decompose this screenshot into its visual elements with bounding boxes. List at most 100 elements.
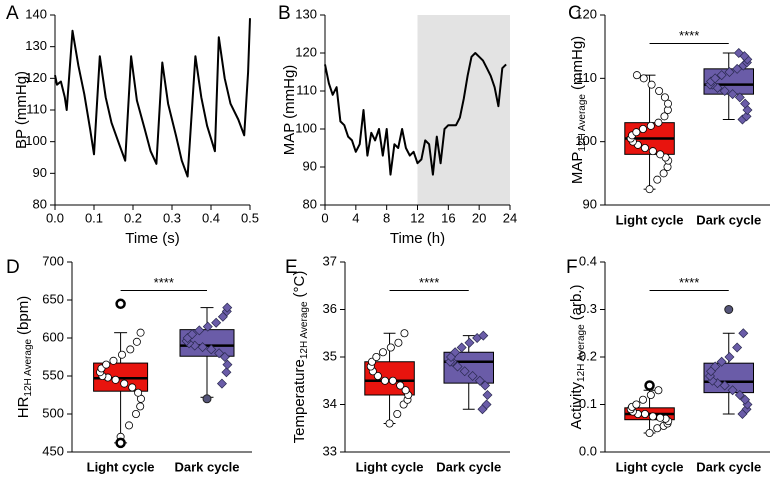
y-label-main: Activity (568, 381, 585, 429)
data-point (741, 404, 752, 415)
data-point (482, 390, 493, 400)
x-tick-label: 0.1 (85, 210, 103, 225)
data-point (639, 395, 648, 404)
data-point (653, 175, 662, 184)
y-label-sub: 12H Average (577, 94, 588, 152)
data-point (372, 352, 381, 361)
y-label-unit: (°C) (291, 271, 308, 298)
data-point (394, 338, 403, 347)
x-tick-label: 0.4 (202, 210, 220, 225)
y-tick-label: 0.3 (579, 301, 597, 316)
data-point (134, 388, 143, 397)
y-axis-label: HR12H Average (bpm) (15, 296, 34, 418)
y-label-main: HR (15, 396, 32, 418)
data-point (131, 409, 140, 418)
y-tick-label: 140 (25, 6, 47, 21)
data-point (117, 350, 126, 359)
data-point (740, 98, 751, 109)
data-point (126, 345, 135, 354)
data-point (111, 375, 120, 384)
data-point (632, 128, 641, 137)
x-tick-label: 20 (472, 210, 486, 225)
y-tick-label: 120 (25, 70, 47, 85)
data-point (645, 185, 654, 194)
data-point (102, 360, 111, 369)
data-point (400, 329, 409, 338)
data-point (724, 352, 735, 362)
y-tick-label: 100 (575, 133, 597, 148)
y-tick-label: 130 (25, 38, 47, 53)
category-label: Dark cycle (174, 459, 239, 474)
data-point (660, 112, 669, 121)
y-tick-label: 0.2 (579, 348, 597, 363)
data-point (734, 390, 745, 400)
y-tick-label: 0.0 (579, 443, 597, 458)
data-point (480, 380, 491, 391)
y-tick-label: 90 (33, 165, 47, 180)
x-tick-label: 0.0 (46, 210, 64, 225)
data-point (125, 421, 134, 430)
data-point (214, 348, 225, 359)
y-axis-label: BP (mmHg) (13, 71, 30, 149)
data-point (481, 399, 492, 410)
y-tick-label: 80 (303, 196, 317, 211)
data-point (459, 366, 470, 377)
category-label: Dark cycle (436, 459, 501, 474)
data-point (128, 383, 137, 392)
data-point (733, 48, 744, 58)
y-tick-label: 90 (303, 158, 317, 173)
category-label: Light cycle (616, 459, 684, 474)
data-point (734, 92, 745, 103)
data-point (654, 386, 663, 395)
panel-letter: B (278, 3, 291, 24)
outlier (115, 298, 126, 310)
outlier (644, 380, 655, 391)
panel-letter: A (6, 3, 19, 24)
data-point (385, 419, 394, 428)
line (324, 52, 507, 176)
line (54, 18, 251, 178)
data-point (724, 67, 735, 77)
data-point (219, 352, 230, 362)
y-axis-label: Temperature12H Average (°C) (291, 271, 310, 444)
significance-label: **** (419, 275, 439, 290)
y-tick-label: 700 (42, 253, 64, 268)
y-tick-label: 0.1 (579, 396, 597, 411)
data-point (654, 118, 663, 127)
data-point (647, 80, 656, 89)
data-point (646, 121, 655, 130)
data-point (710, 361, 721, 372)
data-point (206, 344, 217, 355)
data-point (740, 394, 751, 405)
y-tick-label: 110 (576, 70, 597, 85)
data-point (222, 302, 233, 313)
data-point (639, 125, 648, 134)
data-point (136, 328, 145, 337)
category-label: Light cycle (356, 459, 424, 474)
data-point (109, 356, 118, 365)
data-point (187, 329, 198, 340)
x-tick-label: 0.2 (124, 210, 142, 225)
data-point (640, 143, 649, 152)
data-point (660, 93, 669, 102)
y-tick-label: 35 (323, 348, 337, 363)
data-point (373, 371, 382, 380)
y-tick-label: 80 (33, 196, 47, 211)
x-tick-label: 16 (441, 210, 455, 225)
outlier (202, 394, 212, 404)
y-label-main: Temperature (291, 359, 308, 443)
y-label-sub: 12H Average (299, 301, 310, 359)
y-tick-label: 33 (323, 443, 337, 458)
y-axis-label: Activity12H Average (arb.) (568, 285, 587, 430)
category-label: Light cycle (616, 212, 684, 227)
x-axis-label: Time (h) (390, 230, 445, 247)
data-point (222, 359, 233, 370)
y-tick-label: 120 (295, 44, 317, 59)
y-tick-label: 600 (42, 329, 64, 344)
y-axis-label: MAP (mmHg) (281, 65, 298, 156)
y-label-unit: (bpm) (15, 296, 32, 335)
data-point (655, 87, 664, 96)
category-label: Light cycle (87, 459, 155, 474)
panel-letter: C (568, 3, 582, 24)
x-axis-label: Time (s) (125, 230, 179, 247)
